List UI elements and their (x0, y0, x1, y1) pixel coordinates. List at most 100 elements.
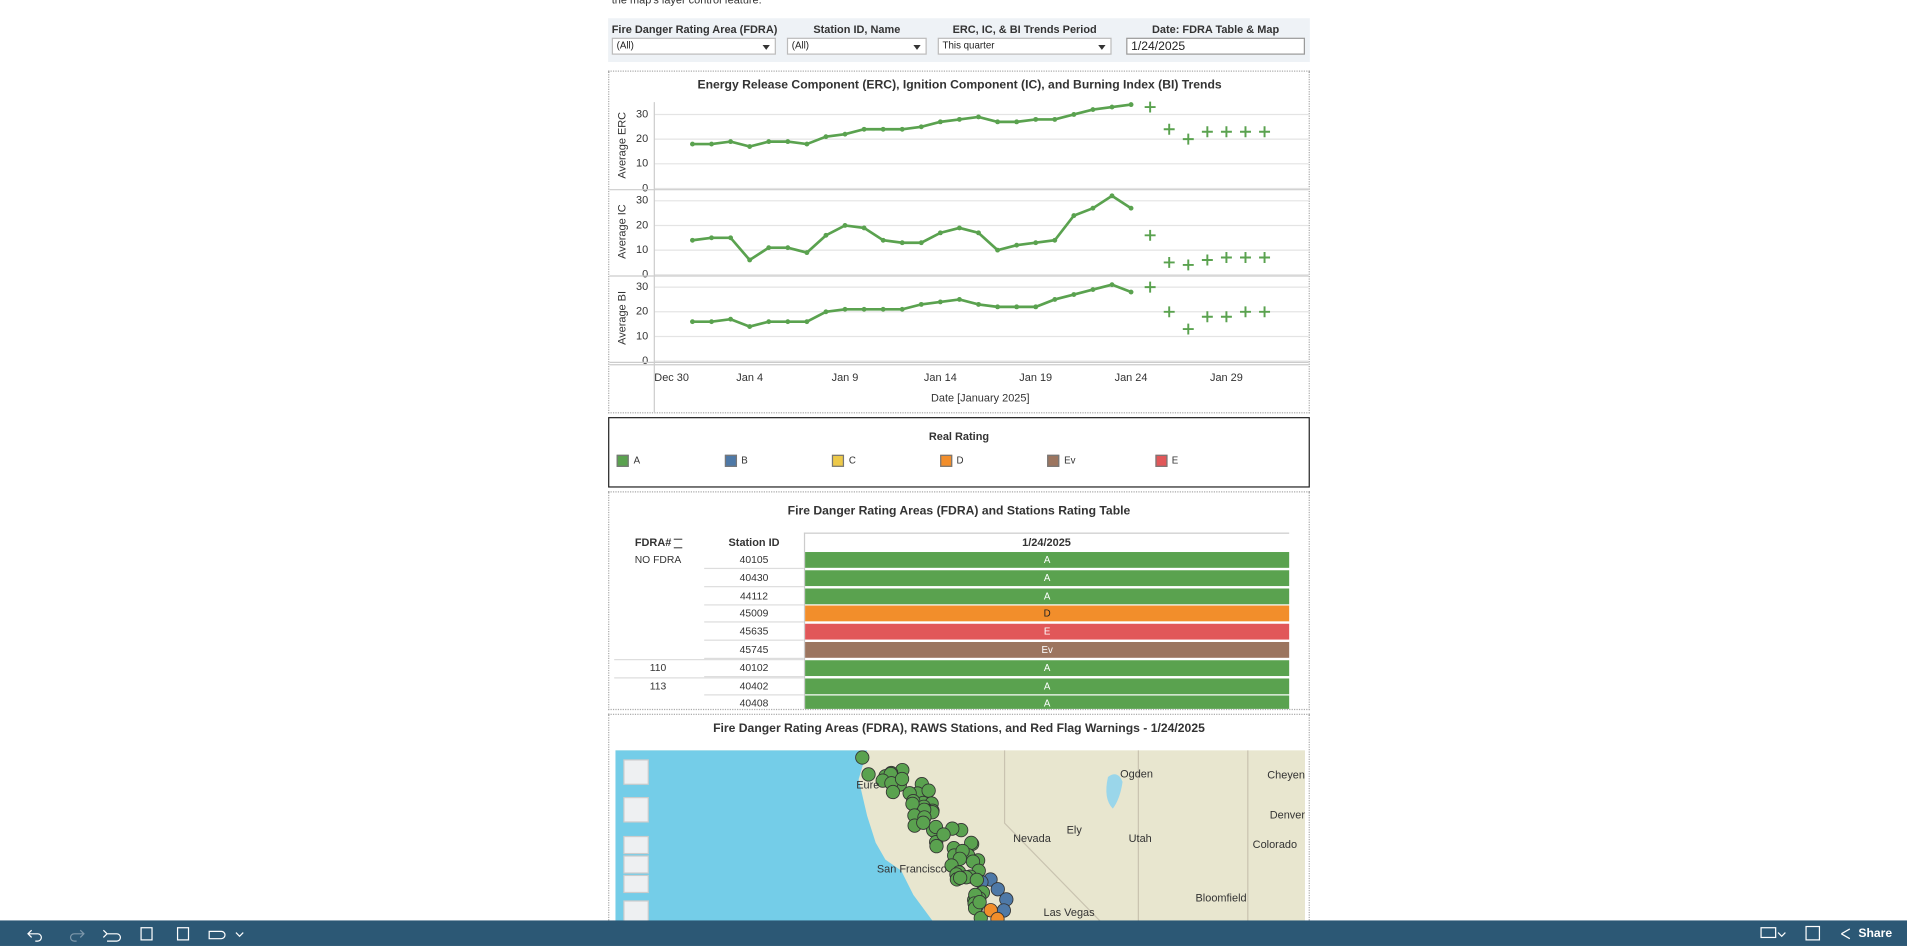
trend-point (1071, 112, 1077, 117)
trend-point (842, 306, 848, 312)
filter-dropdown[interactable]: (All) (611, 37, 776, 55)
rating-label: E (1043, 626, 1051, 638)
share-icon[interactable] (1841, 928, 1851, 940)
fdra-cell: 113 (649, 679, 667, 692)
column-header: Station ID (728, 536, 780, 549)
x-tick-label: Dec 30 (654, 372, 689, 384)
redo-button[interactable] (69, 929, 85, 942)
station-cell: 40408 (739, 697, 769, 710)
trend-point (842, 223, 848, 228)
trend-point (766, 245, 772, 251)
map-play-button[interactable] (623, 900, 649, 923)
station-cell: 45745 (739, 643, 769, 656)
y-tick-label: 10 (636, 158, 648, 170)
rating-cell[interactable]: D (805, 605, 1290, 622)
legend-label: A (633, 454, 641, 466)
rating-cell[interactable]: A (805, 570, 1290, 586)
y-tick-label: 10 (636, 330, 648, 342)
revert-button[interactable] (102, 929, 122, 942)
trend-point (976, 114, 981, 120)
forecast-marker (1220, 126, 1232, 138)
map-layers-button[interactable] (623, 797, 649, 823)
view-button[interactable] (208, 930, 244, 940)
trend-point (766, 139, 772, 145)
trend-line (692, 103, 1132, 148)
station-dot (990, 911, 1005, 922)
rating-label: D (1043, 608, 1051, 620)
rating-cell[interactable]: A (805, 588, 1290, 604)
station-cell: 45009 (739, 607, 769, 620)
map-home-button[interactable] (623, 874, 649, 894)
undo-button[interactable] (27, 929, 42, 942)
dropdown-arrow (1098, 44, 1106, 50)
chart-title: Energy Release Component (ERC), Ignition… (698, 77, 1222, 91)
legend-swatch[interactable] (1047, 454, 1060, 467)
forecast-marker (1259, 252, 1271, 263)
device-menu[interactable] (1777, 932, 1786, 938)
legend-swatch[interactable] (831, 454, 845, 467)
y-tick-label: 10 (636, 244, 648, 256)
station-dot (936, 827, 951, 842)
fullscreen-button[interactable] (1805, 925, 1821, 941)
trend-point (728, 316, 734, 322)
rating-cell[interactable]: A (805, 677, 1290, 694)
legend-swatch[interactable] (616, 454, 629, 467)
trend-point (957, 297, 962, 302)
trend-point (823, 232, 829, 238)
trend-point (690, 141, 695, 147)
dropdown-arrow (762, 44, 770, 50)
refresh-button[interactable] (140, 927, 153, 941)
x-tick-label: Jan 4 (736, 372, 763, 384)
y-tick-label: 0 (642, 355, 648, 367)
legend-swatch[interactable] (1154, 454, 1167, 467)
x-tick-label: Jan 9 (832, 372, 859, 384)
trend-point (918, 124, 924, 130)
trend-point (1128, 289, 1134, 295)
trend-point (899, 126, 905, 132)
trend-point (957, 225, 962, 231)
map-zoom-in-button[interactable] (623, 835, 649, 855)
rating-cell[interactable]: A (805, 695, 1290, 709)
filter-label: Fire Danger Rating Area (FDRA) (611, 23, 778, 36)
share-button[interactable]: Share (1858, 926, 1892, 940)
trend-point (1128, 102, 1134, 108)
row-rule (614, 658, 804, 660)
row-rule (614, 676, 804, 678)
filter-dropdown[interactable]: (All) (786, 37, 927, 55)
trend-point (995, 247, 1001, 253)
legend-swatch[interactable] (939, 454, 952, 467)
trend-line (692, 283, 1132, 328)
rating-cell[interactable]: A (805, 552, 1290, 568)
column-header: FDRA# (634, 536, 672, 549)
toolbar-icons: Share (27, 925, 1892, 942)
sort-icon[interactable] (673, 538, 683, 549)
trend-point (957, 116, 962, 122)
trend-point (899, 240, 905, 246)
row-rule (704, 621, 804, 624)
legend-swatch[interactable] (724, 454, 737, 467)
y-tick-label: 0 (642, 182, 648, 194)
row-rule (704, 603, 804, 606)
rating-cell[interactable]: E (805, 623, 1290, 640)
rating-cell[interactable]: Ev (805, 641, 1290, 658)
y-axis-title: Average BI (617, 291, 629, 345)
col-rule (803, 532, 806, 709)
forecast-marker (1259, 126, 1271, 138)
trend-point (861, 225, 867, 231)
date-input[interactable]: 1/24/2025 (1126, 37, 1305, 55)
pause-button[interactable] (176, 927, 190, 941)
place-label: Denver (1270, 810, 1305, 822)
device-button[interactable] (1760, 927, 1777, 939)
map-zoom-out-button[interactable] (623, 855, 649, 874)
trend-point (785, 139, 791, 145)
trend-point (1052, 116, 1058, 122)
map-search-button[interactable] (623, 759, 649, 785)
legend-label: E (1171, 454, 1179, 466)
filter-dropdown[interactable]: This quarter (937, 37, 1112, 55)
trend-point (747, 324, 753, 330)
y-tick-label: 0 (642, 269, 648, 281)
station-dot (990, 882, 1005, 897)
filter-value: 1/24/2025 (1131, 40, 1186, 54)
map-panel: Eure Ogden Cheyenne Denver Nevada Ely Utah Colo… (608, 713, 1310, 923)
rating-cell[interactable]: A (805, 659, 1290, 676)
